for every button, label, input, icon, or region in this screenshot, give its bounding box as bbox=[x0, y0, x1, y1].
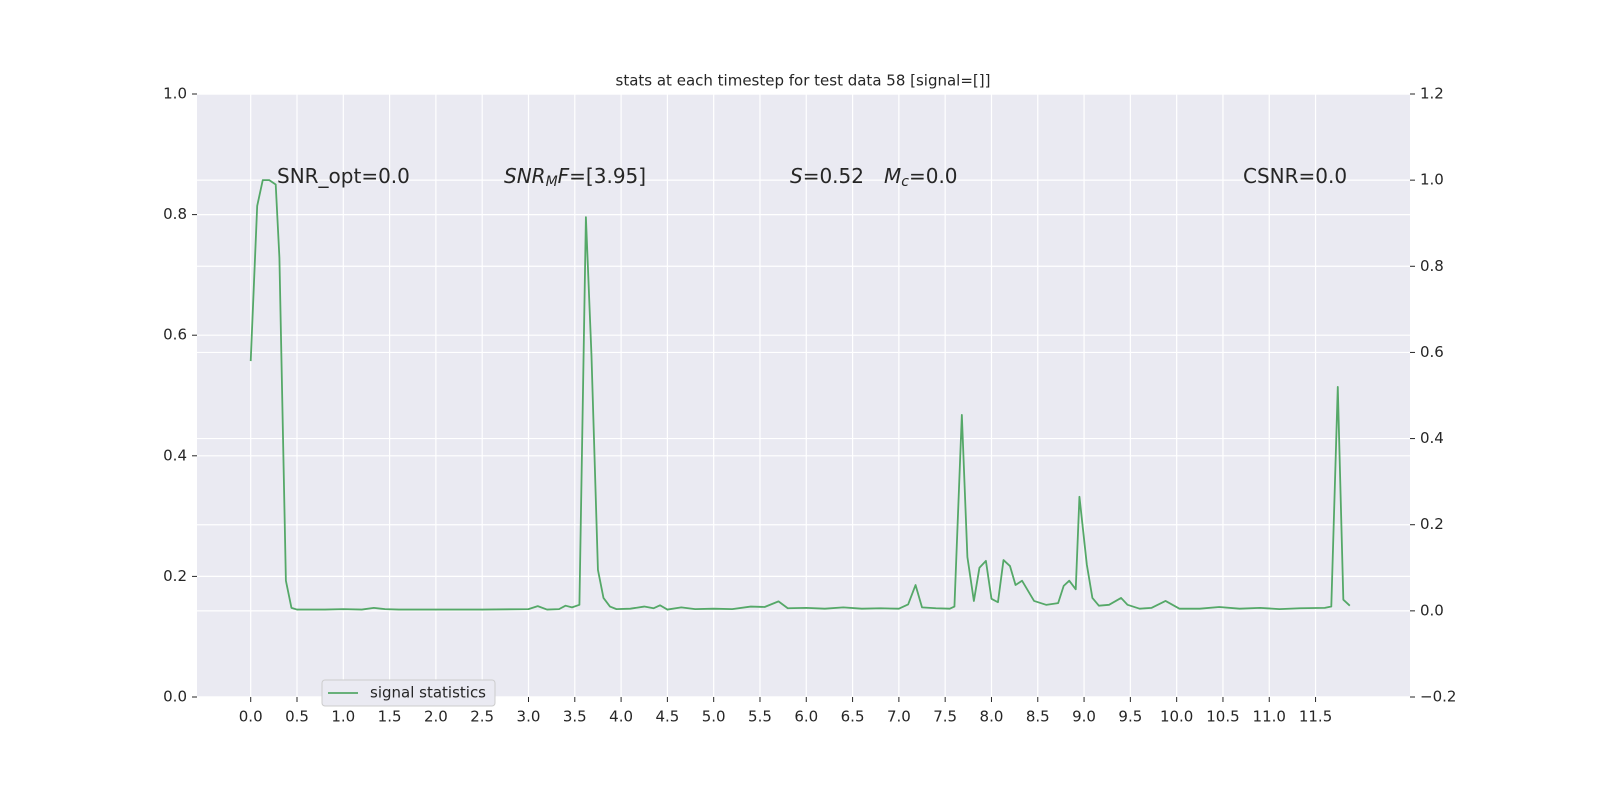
x-tick-label: 4.5 bbox=[655, 708, 679, 726]
y-tick-label: 0.2 bbox=[163, 567, 187, 585]
annotation-part: S bbox=[790, 164, 803, 188]
x-tick-label: 11.0 bbox=[1253, 708, 1286, 726]
x-tick-label: 10.0 bbox=[1160, 708, 1193, 726]
x-tick-label: 5.0 bbox=[702, 708, 726, 726]
x-tick-label: 0.0 bbox=[239, 708, 263, 726]
x-tick-label: 2.0 bbox=[424, 708, 448, 726]
annotation-part: =0.52 bbox=[803, 164, 864, 188]
annotation: SNR_opt=0.0 bbox=[277, 164, 410, 188]
y-tick-label: 0.4 bbox=[163, 446, 187, 464]
y2-tick-label: −0.2 bbox=[1420, 688, 1456, 706]
annotation: Mc=0.0 bbox=[884, 164, 958, 191]
y-tick-label: 0.6 bbox=[163, 326, 187, 344]
annotation-part: F bbox=[558, 164, 570, 188]
x-tick-label: 8.0 bbox=[980, 708, 1004, 726]
x-tick-label: 10.5 bbox=[1206, 708, 1239, 726]
y2-tick-label: 0.0 bbox=[1420, 601, 1444, 619]
y2-tick-label: 0.2 bbox=[1420, 515, 1444, 533]
x-tick-label: 4.0 bbox=[609, 708, 633, 726]
y-tick-label: 1.0 bbox=[163, 85, 187, 103]
annotation-part: M bbox=[546, 174, 558, 190]
x-tick-label: 3.0 bbox=[517, 708, 541, 726]
y2-tick-label: 1.2 bbox=[1420, 85, 1444, 103]
annotation: CSNR=0.0 bbox=[1243, 164, 1347, 188]
annotation-part: SNR bbox=[504, 164, 546, 188]
plot-area bbox=[197, 94, 1410, 697]
x-tick-label: 7.5 bbox=[933, 708, 957, 726]
annotation-part: M bbox=[884, 164, 901, 188]
x-tick-label: 9.5 bbox=[1118, 708, 1142, 726]
annotation-part: =0.0 bbox=[909, 164, 958, 188]
x-tick-label: 9.0 bbox=[1072, 708, 1096, 726]
x-tick-label: 1.0 bbox=[331, 708, 355, 726]
x-tick-label: 6.0 bbox=[794, 708, 818, 726]
x-tick-label: 2.5 bbox=[470, 708, 494, 726]
x-tick-label: 8.5 bbox=[1026, 708, 1050, 726]
y2-tick-label: 0.8 bbox=[1420, 257, 1444, 275]
y2-tick-label: 0.4 bbox=[1420, 429, 1444, 447]
annotation-part: CSNR=0.0 bbox=[1243, 164, 1347, 188]
y-tick-label: 0.0 bbox=[163, 688, 187, 706]
y2-tick-label: 1.0 bbox=[1420, 171, 1444, 189]
y2-tick-label: 0.6 bbox=[1420, 343, 1444, 361]
x-tick-label: 6.5 bbox=[841, 708, 865, 726]
x-tick-label: 0.5 bbox=[285, 708, 309, 726]
x-tick-label: 3.5 bbox=[563, 708, 587, 726]
series-line bbox=[249, 179, 1351, 611]
x-tick-label: 5.5 bbox=[748, 708, 772, 726]
annotation: S=0.52 bbox=[790, 164, 864, 188]
y-tick-label: 0.8 bbox=[163, 205, 187, 223]
annotation: SNRMF=[3.95] bbox=[504, 164, 646, 191]
x-tick-label: 1.5 bbox=[378, 708, 402, 726]
x-tick-label: 11.5 bbox=[1299, 708, 1332, 726]
annotation-part: =[3.95] bbox=[569, 164, 646, 188]
annotation-part: c bbox=[901, 174, 909, 190]
x-tick-label: 7.0 bbox=[887, 708, 911, 726]
legend-box bbox=[321, 679, 496, 707]
annotation-part: SNR_opt=0.0 bbox=[277, 164, 410, 188]
legend-label: signal statistics bbox=[370, 684, 486, 702]
chart-title: stats at each timestep for test data 58 … bbox=[616, 72, 991, 90]
